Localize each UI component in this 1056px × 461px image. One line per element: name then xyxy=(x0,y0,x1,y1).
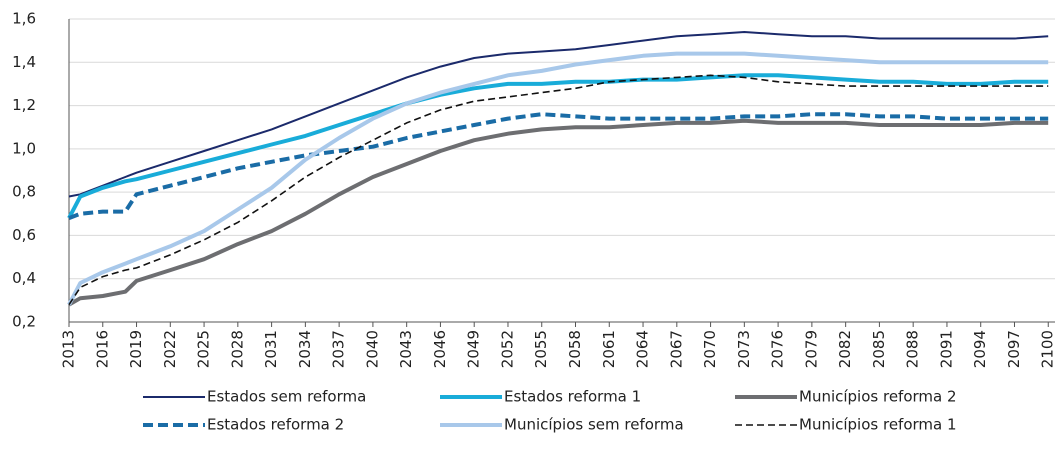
x-tick-label: 2034 xyxy=(296,330,314,368)
x-tick-label: 2052 xyxy=(498,330,516,368)
x-tick-label: 2040 xyxy=(363,330,381,368)
x-tick-label: 2046 xyxy=(431,330,449,368)
legend-item: Municípios reforma 1 xyxy=(735,416,957,434)
series-line xyxy=(68,112,1049,220)
x-tick-label: 2013 xyxy=(60,330,78,368)
x-tick-label: 2097 xyxy=(1005,330,1023,368)
legend-item: Estados reforma 2 xyxy=(143,416,344,434)
legend-label: Estados reforma 1 xyxy=(504,388,641,406)
x-tick-label: 2031 xyxy=(262,330,280,368)
y-tick-label: 1,0 xyxy=(12,139,36,157)
legend-item: Estados reforma 1 xyxy=(440,388,641,406)
x-tick-label: 2064 xyxy=(634,330,652,368)
series-line xyxy=(68,74,1049,306)
legend-label: Municípios reforma 1 xyxy=(799,416,957,434)
x-tick-label: 2091 xyxy=(937,330,955,368)
series-line xyxy=(67,51,1049,306)
series-line xyxy=(68,118,1049,307)
y-tick-label: 0,4 xyxy=(12,269,36,287)
legend-item: Estados sem reforma xyxy=(143,388,366,406)
x-tick-label: 2028 xyxy=(228,330,246,368)
x-tick-label: 2055 xyxy=(532,330,550,368)
x-tick-label: 2082 xyxy=(836,330,854,368)
y-tick-label: 1,2 xyxy=(12,96,36,114)
x-tick-label: 2043 xyxy=(397,330,415,368)
x-tick-label: 2037 xyxy=(330,330,348,368)
y-tick-label: 1,6 xyxy=(12,10,36,28)
x-tick-label: 2094 xyxy=(971,330,989,368)
legend-label: Estados sem reforma xyxy=(207,388,366,406)
x-tick-label: 2067 xyxy=(667,330,685,368)
y-tick-label: 0,2 xyxy=(12,313,36,331)
x-tick-label: 2061 xyxy=(600,330,618,368)
x-tick-label: 2073 xyxy=(735,330,753,368)
x-tick-label: 2088 xyxy=(904,330,922,368)
x-tick-label: 2049 xyxy=(465,330,483,368)
legend-label: Municípios reforma 2 xyxy=(799,388,957,406)
legend-label: Estados reforma 2 xyxy=(207,416,344,434)
y-tick-label: 0,8 xyxy=(12,183,36,201)
legend-item: Municípios reforma 2 xyxy=(735,388,957,406)
y-tick-label: 0,6 xyxy=(12,226,36,244)
x-tick-label: 2085 xyxy=(870,330,888,368)
x-tick-label: 2100 xyxy=(1039,330,1056,368)
x-tick-label: 2076 xyxy=(769,330,787,368)
x-tick-label: 2058 xyxy=(566,330,584,368)
series-line xyxy=(68,31,1049,198)
x-tick-label: 2019 xyxy=(127,330,145,368)
x-tick-label: 2079 xyxy=(802,330,820,368)
legend-label: Municípios sem reforma xyxy=(504,416,684,434)
x-tick-label: 2070 xyxy=(701,330,719,368)
y-tick-label: 1,4 xyxy=(12,53,36,71)
x-tick-label: 2016 xyxy=(93,330,111,368)
legend-item: Municípios sem reforma xyxy=(440,416,684,434)
x-tick-label: 2022 xyxy=(161,330,179,368)
series-line xyxy=(67,73,1049,220)
x-tick-label: 2025 xyxy=(195,330,213,368)
